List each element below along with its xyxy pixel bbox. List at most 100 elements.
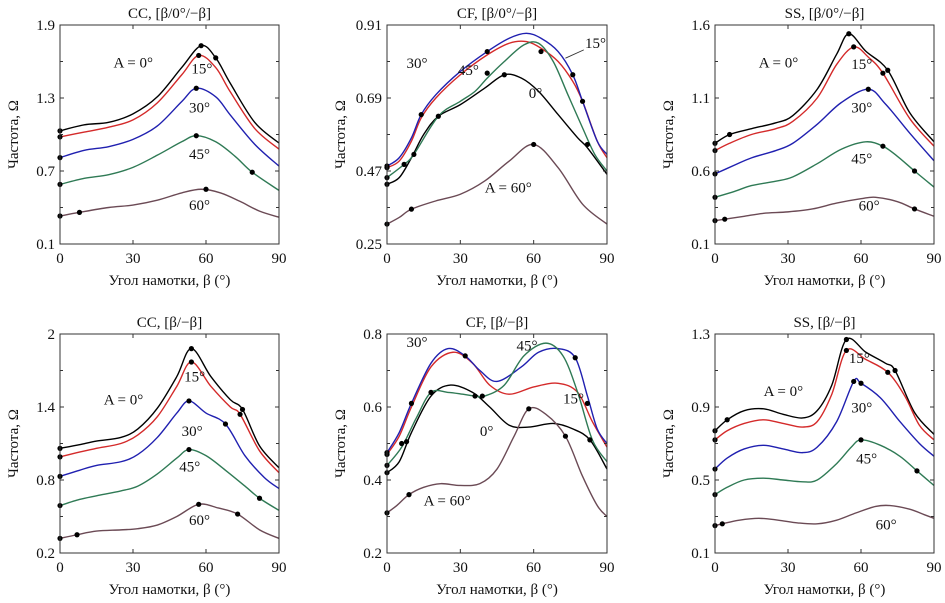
series-label: 45° — [189, 147, 210, 163]
series-line-45 — [714, 141, 935, 198]
x-tick-label: 90 — [927, 560, 942, 576]
data-point — [74, 532, 80, 538]
data-point — [851, 44, 857, 50]
y-axis-label: Частота, Ω — [6, 100, 22, 169]
x-axis-label: Угол намотки, β (°) — [764, 273, 886, 289]
data-point — [538, 48, 544, 55]
data-point — [249, 169, 255, 175]
y-axis-label: Частота, Ω — [6, 409, 22, 478]
series-label: 30° — [851, 400, 872, 416]
series-label: 30° — [182, 424, 203, 440]
data-point — [213, 55, 219, 61]
data-point — [435, 113, 441, 119]
x-tick-label: 30 — [781, 560, 796, 576]
y-axis-label: Частота, Ω — [333, 100, 349, 169]
y-tick-label: 0.6 — [691, 164, 710, 180]
y-axis-label: Частота, Ω — [661, 100, 677, 169]
x-tick-label: 60 — [526, 251, 541, 267]
series-line-30 — [59, 400, 280, 490]
data-point — [570, 72, 576, 78]
subplot-cc-angle: A = 0° 15° 30° 45° 60° 0 30 60 90 0.2 0.8 1.4 2 CC, [… — [6, 315, 287, 598]
x-tick-label: 0 — [711, 251, 719, 267]
curves — [57, 346, 280, 542]
data-point — [196, 52, 202, 59]
data-point — [406, 492, 412, 498]
series-line-a-0 — [59, 347, 280, 469]
series-label: 45° — [458, 63, 479, 79]
data-point — [501, 72, 507, 78]
data-point — [418, 111, 424, 118]
data-point — [724, 417, 730, 423]
x-axis-label: Угол намотки, β (°) — [436, 582, 558, 598]
x-tick-label: 30 — [453, 251, 468, 267]
data-point — [186, 398, 192, 404]
curves — [57, 43, 280, 219]
series-line-30 — [59, 87, 280, 167]
y-tick-label: 0.8 — [36, 473, 55, 489]
data-point — [484, 48, 490, 55]
data-point — [584, 141, 591, 148]
series-line-a-60 — [386, 143, 608, 225]
x-axis-label: Угол намотки, β (°) — [436, 273, 558, 289]
data-point — [193, 133, 199, 139]
subplot-ss-cross: A = 0° 15° 30° 45° 60° 0 30 60 90 0.1 0.6 1.1 1.6 SS,… — [661, 6, 942, 289]
x-tick-label: 30 — [781, 251, 796, 267]
y-tick-label: 1.3 — [691, 327, 710, 343]
series-label: 15° — [184, 369, 205, 385]
data-point — [462, 353, 468, 359]
series-label: 15° — [191, 62, 212, 78]
subplot-cc-cross: A = 0° 15° 30° 45° 60° 0 30 60 90 0.1 0.7 1.3 1.9 CC,… — [6, 6, 287, 289]
series-line-15 — [714, 348, 935, 441]
series-line-a-0 — [714, 337, 935, 435]
data-point — [196, 501, 202, 507]
y-tick-label: 1.1 — [691, 91, 710, 107]
series-line-45 — [59, 135, 280, 192]
subplot-title: CC, [β/0°/−β] — [128, 6, 211, 22]
data-point — [239, 406, 246, 413]
x-tick-label: 30 — [453, 560, 468, 576]
data-point — [843, 347, 850, 354]
series-label: 30° — [189, 101, 210, 117]
series-line-60 — [59, 188, 280, 218]
series-line-30 — [386, 347, 608, 453]
y-axis-label: Частота, Ω — [661, 409, 677, 478]
x-axis-label: Угол намотки, β (°) — [109, 273, 231, 289]
y-tick-label: 2 — [48, 327, 56, 343]
data-point — [403, 439, 410, 445]
data-point — [914, 468, 920, 474]
series-line-0 — [386, 384, 608, 474]
series-label: 60° — [189, 198, 210, 214]
subplot-title: CC, [β/−β] — [137, 315, 202, 331]
x-tick-label: 60 — [199, 560, 214, 576]
curves — [712, 336, 935, 529]
x-tick-label: 90 — [600, 251, 615, 267]
data-point — [587, 437, 593, 443]
data-point — [727, 131, 733, 138]
subplot-ss-angle: A = 0° 15° 30° 45° 60° 0 30 60 90 0.1 0.5 0.9 1.3 SS,… — [661, 315, 942, 598]
y-axis-label: Частота, Ω — [333, 409, 349, 478]
data-point — [193, 85, 199, 91]
data-point — [858, 380, 864, 386]
subplot-title: CF, [β/0°/−β] — [457, 6, 537, 22]
data-point — [892, 367, 898, 374]
series-line-60 — [714, 504, 935, 527]
y-tick-label: 0.2 — [363, 546, 382, 562]
data-point — [885, 67, 891, 73]
data-point — [472, 393, 478, 399]
y-tick-label: 1.9 — [36, 18, 55, 34]
series-line-a-0 — [714, 33, 935, 144]
series-line-0 — [386, 73, 608, 185]
x-tick-label: 0 — [711, 560, 719, 576]
label-leader-line — [565, 49, 584, 59]
series-label: 60° — [859, 198, 880, 214]
x-tick-label: 60 — [526, 560, 541, 576]
x-tick-label: 30 — [126, 560, 141, 576]
series-label: 60° — [189, 513, 210, 529]
series-line-30 — [714, 377, 935, 470]
y-tick-label: 0.4 — [363, 473, 382, 489]
data-point — [222, 421, 229, 427]
series-label: 45° — [179, 459, 200, 475]
y-tick-label: 0.1 — [691, 546, 710, 562]
subplot-cf-cross: 0° 15° 30° 45° A = 60° 0 30 60 90 0.25 0.47 0.69 0.9… — [333, 6, 615, 289]
